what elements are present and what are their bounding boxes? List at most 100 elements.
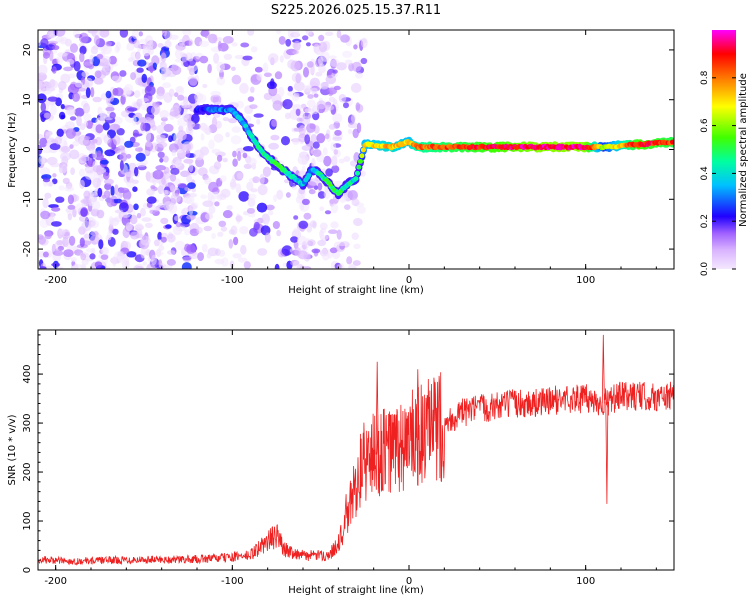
noise-blob <box>84 165 95 174</box>
noise-blob <box>62 177 70 185</box>
noise-blob <box>47 31 53 39</box>
noise-blob <box>235 215 243 222</box>
noise-blob <box>69 149 80 160</box>
noise-blob <box>58 80 67 91</box>
noise-blob <box>50 104 57 116</box>
noise-blob <box>351 61 362 72</box>
noise-blob <box>117 145 126 151</box>
noise-blob <box>218 220 227 227</box>
noise-blob <box>296 235 307 246</box>
noise-blob <box>174 160 183 168</box>
noise-blob <box>272 100 283 111</box>
noise-blob <box>126 153 132 159</box>
noise-blob <box>319 222 328 230</box>
noise-blob <box>68 235 76 246</box>
colorbar-ticks: 0.0 0.2 0.4 0.6 0.8 <box>700 70 736 276</box>
noise-blob <box>197 167 208 177</box>
noise-blob <box>85 120 94 129</box>
noise-blob <box>157 151 165 158</box>
noise-blob <box>80 208 88 217</box>
noise-blob <box>159 109 169 119</box>
noise-blob <box>214 201 220 207</box>
noise-blob <box>99 30 110 38</box>
noise-blob <box>188 205 194 216</box>
noise-blob <box>38 41 41 47</box>
noise-blob <box>177 117 189 127</box>
noise-blob <box>84 233 90 239</box>
noise-blob <box>98 239 104 250</box>
noise-blob <box>40 38 49 48</box>
noise-blob <box>163 201 174 212</box>
signal-core <box>360 147 366 153</box>
noise-blob <box>211 232 216 240</box>
noise-blob <box>325 31 334 36</box>
noise-blob <box>353 218 363 226</box>
noise-blob <box>293 227 301 232</box>
noise-blob <box>124 83 134 95</box>
noise-blob <box>232 158 238 167</box>
noise-blob <box>79 123 86 131</box>
noise-blob <box>137 59 147 67</box>
noise-blob <box>63 66 73 72</box>
noise-blob <box>294 81 305 92</box>
noise-blob <box>141 73 148 83</box>
noise-blob <box>159 157 164 163</box>
noise-blob <box>151 55 160 66</box>
chart-title: S225.2026.025.15.37.R11 <box>271 3 441 18</box>
spectrogram-heatmap <box>38 30 674 269</box>
noise-blob <box>161 177 166 185</box>
noise-blob <box>125 222 133 232</box>
noise-blob <box>127 57 134 62</box>
colorbar-tick-label: 0.2 <box>700 214 710 228</box>
noise-blob <box>72 208 77 218</box>
noise-blob <box>73 60 81 72</box>
noise-blob <box>109 194 121 200</box>
noise-blob <box>250 46 258 53</box>
noise-blob <box>211 191 220 200</box>
noise-blob <box>232 150 237 158</box>
x-tick-label: 0 <box>406 576 412 587</box>
noise-blob <box>54 248 60 253</box>
noise-blob <box>183 158 194 164</box>
noise-blob <box>231 66 236 72</box>
noise-blob <box>65 121 75 130</box>
noise-blob <box>139 97 149 103</box>
noise-blob <box>73 30 80 39</box>
noise-blob <box>60 135 68 142</box>
noise-blob <box>151 124 157 131</box>
noise-blob <box>351 198 360 207</box>
noise-blob <box>331 72 338 78</box>
noise-blob <box>318 65 327 73</box>
noise-blob <box>83 103 90 114</box>
noise-blob <box>67 73 76 79</box>
noise-blob <box>105 106 115 112</box>
noise-blob <box>196 227 203 234</box>
noise-blob <box>215 120 222 129</box>
noise-blob <box>72 92 80 103</box>
noise-blob <box>138 31 143 37</box>
noise-blob <box>207 63 212 74</box>
noise-blob <box>338 158 345 164</box>
signal-core <box>353 176 359 182</box>
noise-blob <box>135 223 144 229</box>
noise-blob <box>168 143 179 153</box>
noise-blob <box>292 104 303 112</box>
y-tick-label: 400 <box>22 365 33 384</box>
noise-blob <box>216 76 226 86</box>
noise-blob <box>253 113 264 118</box>
noise-blob <box>340 34 350 43</box>
noise-blob <box>103 134 111 144</box>
y-tick-label: 100 <box>22 511 33 530</box>
noise-blob <box>81 264 87 269</box>
noise-blob <box>69 144 74 150</box>
noise-blob <box>301 145 311 151</box>
noise-blob <box>62 236 69 248</box>
noise-blob <box>155 251 164 256</box>
noise-blob <box>238 191 250 202</box>
noise-blob <box>49 162 60 168</box>
noise-blob <box>329 55 337 60</box>
noise-blob <box>336 62 347 71</box>
noise-blob <box>285 192 291 198</box>
noise-blob <box>169 173 177 182</box>
noise-blob <box>100 44 106 55</box>
